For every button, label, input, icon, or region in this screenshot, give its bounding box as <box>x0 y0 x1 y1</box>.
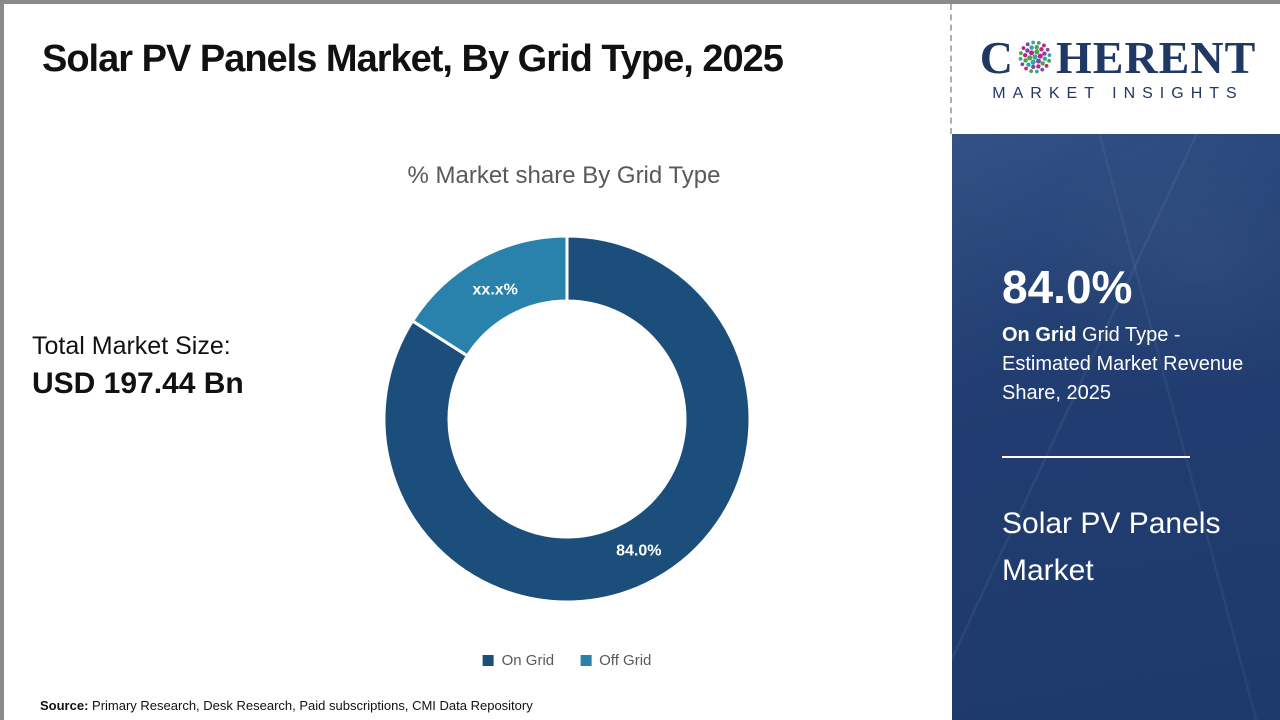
donut-slice-on-grid <box>382 234 752 604</box>
stat-sidebar-content: 84.0% On Grid Grid Type - Estimated Mark… <box>952 134 1280 594</box>
slice-label: 84.0% <box>616 543 661 560</box>
brand-subtitle: MARKET INSIGHTS <box>992 85 1244 102</box>
stat-sidebar: 84.0% On Grid Grid Type - Estimated Mark… <box>952 134 1280 720</box>
total-market-size: Total Market Size: USD 197.44 Bn <box>32 332 244 401</box>
stat-description-bold: On Grid <box>1002 323 1077 346</box>
donut-chart: 84.0% xx.x% <box>382 234 752 604</box>
total-market-size-label: Total Market Size: <box>32 332 231 360</box>
report-name: Solar PV Panels Market <box>1002 506 1221 587</box>
source-text: Primary Research, Desk Research, Paid su… <box>88 698 533 713</box>
chart-subtitle: % Market share By Grid Type <box>407 162 721 189</box>
legend-swatch-on-grid <box>482 655 494 666</box>
legend-label-off-grid: Off Grid <box>599 652 652 669</box>
brand-letters-rest: HERENT <box>1055 32 1257 83</box>
page-title: Solar PV Panels Market, By Grid Type, 20… <box>42 38 784 80</box>
donut-chart-container: 84.0% xx.x% <box>377 229 757 609</box>
legend-item-off-grid: Off Grid <box>580 652 651 669</box>
chart-legend: On Grid Off Grid <box>482 652 651 669</box>
total-market-size-value: USD 197.44 Bn <box>32 367 244 400</box>
donut-slice-off-grid <box>410 234 569 358</box>
slice-label: xx.x% <box>473 281 518 298</box>
stat-description-rest: Grid Type - Estimated Market Revenue Sha… <box>1002 323 1244 404</box>
title-logo-divider <box>950 4 952 134</box>
coherent-globe-icon <box>1018 40 1052 74</box>
legend-item-on-grid: On Grid <box>482 652 555 669</box>
brand-wordmark: C HERENT <box>980 35 1257 81</box>
legend-label-on-grid: On Grid <box>501 652 555 669</box>
stat-description: On Grid Grid Type - Estimated Market Rev… <box>1002 321 1244 408</box>
sidebar-divider <box>1002 455 1190 458</box>
source-note: Source: Primary Research, Desk Research,… <box>40 698 533 713</box>
legend-swatch-off-grid <box>580 655 592 666</box>
brand-logo: C HERENT MARKET INSIGHTS <box>952 4 1280 134</box>
brand-letter-c: C <box>979 32 1014 83</box>
source-label: Source: <box>40 698 89 713</box>
stat-value: 84.0% <box>1002 261 1133 313</box>
